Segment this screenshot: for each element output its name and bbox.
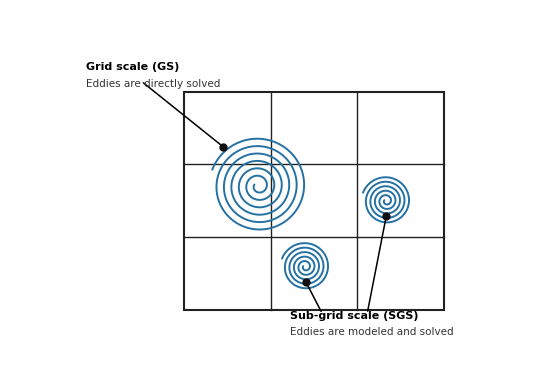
Text: Eddies are directly solved: Eddies are directly solved [86, 79, 220, 89]
Text: Grid scale (GS): Grid scale (GS) [86, 62, 179, 72]
Text: Sub-grid scale (SGS): Sub-grid scale (SGS) [290, 311, 419, 321]
Text: Eddies are modeled and solved: Eddies are modeled and solved [290, 327, 454, 337]
